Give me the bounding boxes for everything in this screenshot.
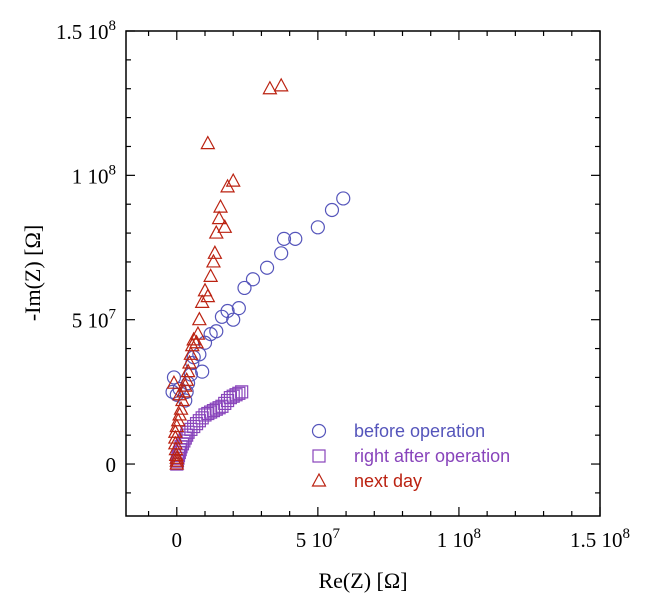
y-tick-label: 1.5 108 bbox=[56, 18, 116, 44]
legend: before operation right after operation nex… bbox=[311, 421, 510, 491]
data-point-triangle bbox=[207, 245, 223, 259]
data-point-triangle bbox=[180, 363, 196, 378]
data-point-circle bbox=[214, 309, 230, 324]
data-point-square bbox=[235, 385, 249, 399]
plot-frame bbox=[125, 30, 601, 517]
data-point-triangle bbox=[211, 210, 227, 225]
legend-label: right after operation bbox=[354, 446, 510, 466]
data-point-triangle bbox=[273, 77, 289, 92]
data-point-triangle bbox=[172, 386, 188, 401]
data-point-triangle bbox=[179, 372, 195, 386]
x-tick-label: 1 108 bbox=[437, 526, 481, 552]
data-point-circle bbox=[226, 312, 241, 327]
data-point-triangle bbox=[200, 288, 216, 303]
series-square bbox=[170, 385, 249, 471]
x-axis-title: Re(Z) [Ω] bbox=[318, 568, 407, 593]
legend-marker-circle bbox=[311, 423, 327, 439]
legend-label: before operation bbox=[354, 421, 485, 441]
data-points-layer bbox=[165, 77, 351, 471]
data-point-triangle bbox=[166, 374, 182, 389]
data-point-circle bbox=[276, 231, 292, 246]
data-point-triangle bbox=[173, 400, 189, 415]
data-point-circle bbox=[166, 370, 182, 385]
data-point-circle bbox=[310, 220, 325, 235]
data-point-circle bbox=[245, 272, 261, 287]
data-point-triangle bbox=[205, 253, 221, 268]
data-point-circle bbox=[165, 384, 180, 399]
legend-label: next day bbox=[354, 471, 422, 491]
data-point-triangle bbox=[190, 325, 206, 340]
series-triangle bbox=[166, 77, 289, 470]
data-point-circle bbox=[209, 324, 224, 339]
data-point-circle bbox=[274, 246, 289, 261]
data-point-circle bbox=[237, 280, 252, 296]
data-point-triangle bbox=[225, 172, 241, 187]
axes-layer: 0 5 107 1 108 1.5 108 0 5 107 1 108 1.5 108 bbox=[56, 18, 630, 552]
data-point-triangle bbox=[189, 334, 205, 349]
data-point-circle bbox=[288, 231, 303, 246]
data-point-circle bbox=[259, 260, 275, 275]
y-tick-label: 5 107 bbox=[72, 307, 117, 333]
x-tick-label: 1.5 108 bbox=[570, 526, 630, 552]
data-point-triangle bbox=[200, 135, 216, 150]
legend-marker-triangle bbox=[311, 472, 327, 487]
data-point-triangle bbox=[183, 346, 199, 360]
y-tick-label: 0 bbox=[106, 453, 117, 477]
data-point-triangle bbox=[217, 219, 233, 233]
data-point-circle bbox=[324, 202, 340, 218]
data-point-circle bbox=[336, 191, 351, 206]
data-point-circle bbox=[195, 364, 210, 379]
y-axis-title: -Im(Z) [Ω] bbox=[20, 225, 45, 321]
data-point-triangle bbox=[169, 450, 185, 464]
data-point-circle bbox=[231, 301, 246, 316]
data-point-triangle bbox=[181, 354, 197, 369]
legend-marker-square bbox=[312, 449, 326, 463]
data-point-triangle bbox=[203, 268, 219, 282]
data-point-triangle bbox=[213, 198, 229, 213]
data-point-triangle bbox=[191, 311, 207, 326]
data-point-triangle bbox=[262, 80, 278, 95]
data-point-square bbox=[232, 386, 246, 400]
x-tick-label: 0 bbox=[172, 528, 183, 552]
y-tick-label: 1 108 bbox=[72, 162, 116, 188]
x-tick-label: 5 107 bbox=[296, 526, 341, 552]
